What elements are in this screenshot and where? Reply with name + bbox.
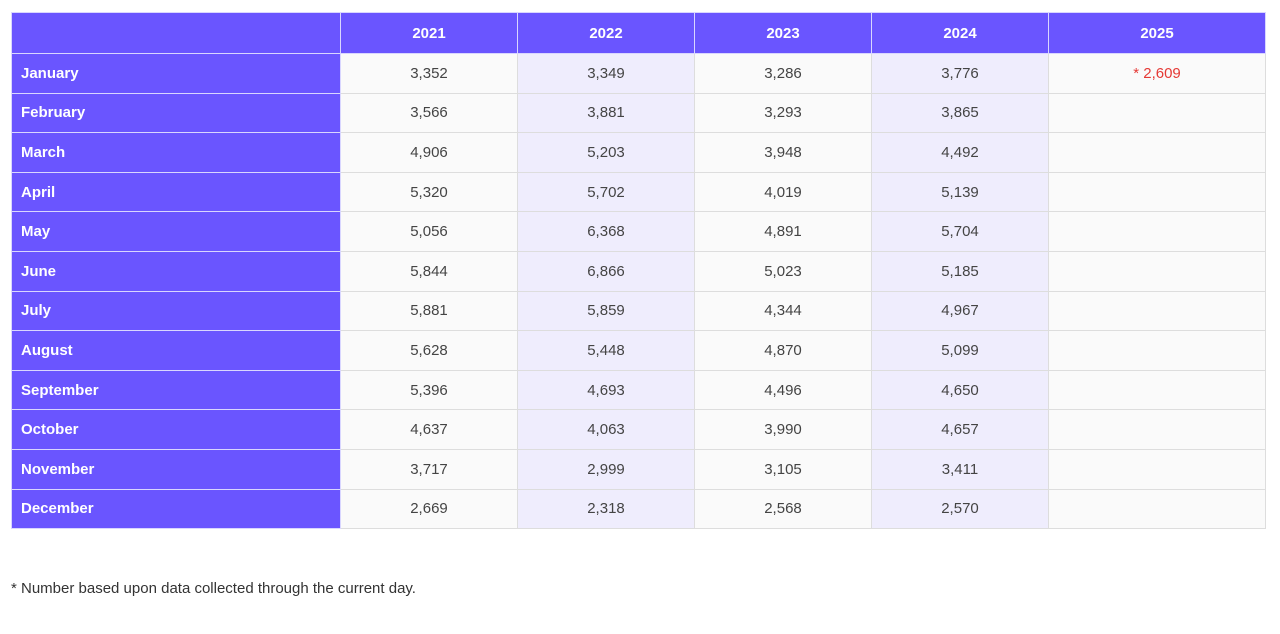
- header-year-2023: 2023: [694, 12, 872, 54]
- month-label: February: [11, 92, 341, 134]
- value-cell: 3,293: [694, 92, 872, 134]
- header-year-2022: 2022: [517, 12, 695, 54]
- value-cell: 3,105: [694, 448, 872, 490]
- value-cell: 5,056: [340, 211, 518, 252]
- value-cell: 5,099: [871, 330, 1049, 371]
- value-cell: 5,320: [340, 171, 518, 213]
- value-cell: 2,318: [517, 488, 695, 530]
- table-row: June 5,844 6,866 5,023 5,185: [11, 250, 1266, 292]
- value-cell: 5,448: [517, 330, 695, 371]
- value-cell: 3,865: [871, 92, 1049, 134]
- value-cell: 3,990: [694, 409, 872, 450]
- value-cell: 4,496: [694, 369, 872, 411]
- value-cell: 6,368: [517, 211, 695, 252]
- value-cell: 5,203: [517, 132, 695, 173]
- value-cell: 4,492: [871, 132, 1049, 173]
- value-cell: 2,669: [340, 488, 518, 530]
- value-cell: 4,019: [694, 171, 872, 213]
- table-row: September 5,396 4,693 4,496 4,650: [11, 369, 1266, 411]
- value-cell: 4,650: [871, 369, 1049, 411]
- value-cell: 6,866: [517, 250, 695, 292]
- table-row: March 4,906 5,203 3,948 4,492: [11, 132, 1266, 173]
- table-row: July 5,881 5,859 4,344 4,967: [11, 290, 1266, 332]
- value-cell: * 2,609: [1048, 53, 1266, 94]
- value-cell: [1048, 171, 1266, 213]
- value-cell: [1048, 330, 1266, 371]
- value-cell: 4,063: [517, 409, 695, 450]
- value-cell: 4,891: [694, 211, 872, 252]
- value-cell: 2,570: [871, 488, 1049, 530]
- month-label: January: [11, 53, 341, 94]
- month-label: August: [11, 330, 341, 371]
- value-cell: 5,844: [340, 250, 518, 292]
- value-cell: 5,396: [340, 369, 518, 411]
- value-cell: 4,693: [517, 369, 695, 411]
- value-cell: 5,704: [871, 211, 1049, 252]
- header-year-2021: 2021: [340, 12, 518, 54]
- value-cell: [1048, 92, 1266, 134]
- month-label: April: [11, 171, 341, 213]
- table-row: October 4,637 4,063 3,990 4,657: [11, 409, 1266, 450]
- value-cell: 5,859: [517, 290, 695, 332]
- table-row: April 5,320 5,702 4,019 5,139: [11, 171, 1266, 213]
- monthly-data-table-container: 2021 2022 2023 2024 2025 January 3,352 3,3…: [11, 12, 1266, 530]
- value-cell: 3,352: [340, 53, 518, 94]
- value-cell: 4,344: [694, 290, 872, 332]
- value-cell: [1048, 250, 1266, 292]
- value-cell: [1048, 290, 1266, 332]
- value-cell: 3,411: [871, 448, 1049, 490]
- month-label: October: [11, 409, 341, 450]
- value-cell: [1048, 488, 1266, 530]
- value-cell: 4,637: [340, 409, 518, 450]
- value-cell: 5,628: [340, 330, 518, 371]
- header-row: 2021 2022 2023 2024 2025: [11, 12, 1266, 54]
- table-row: January 3,352 3,349 3,286 3,776 * 2,609: [11, 53, 1266, 94]
- value-cell: 3,776: [871, 53, 1049, 94]
- value-cell: 2,568: [694, 488, 872, 530]
- value-cell: 3,286: [694, 53, 872, 94]
- value-cell: 5,702: [517, 171, 695, 213]
- header-corner-cell: [11, 12, 341, 54]
- value-cell: [1048, 211, 1266, 252]
- table-row: May 5,056 6,368 4,891 5,704: [11, 211, 1266, 252]
- value-cell: 3,566: [340, 92, 518, 134]
- value-cell: 3,349: [517, 53, 695, 94]
- table-body: January 3,352 3,349 3,286 3,776 * 2,609 Februa…: [11, 53, 1266, 530]
- header-year-2024: 2024: [871, 12, 1049, 54]
- month-label: March: [11, 132, 341, 173]
- value-cell: 5,139: [871, 171, 1049, 213]
- value-cell: 4,967: [871, 290, 1049, 332]
- value-cell: [1048, 409, 1266, 450]
- value-cell: 4,906: [340, 132, 518, 173]
- value-cell: [1048, 369, 1266, 411]
- month-label: July: [11, 290, 341, 332]
- footnote-text: * Number based upon data collected throu…: [11, 580, 416, 597]
- month-label: November: [11, 448, 341, 490]
- monthly-data-table: 2021 2022 2023 2024 2025 January 3,352 3,3…: [11, 12, 1266, 530]
- month-label: May: [11, 211, 341, 252]
- table-row: August 5,628 5,448 4,870 5,099: [11, 330, 1266, 371]
- value-cell: 5,185: [871, 250, 1049, 292]
- table-row: November 3,717 2,999 3,105 3,411: [11, 448, 1266, 490]
- table-row: December 2,669 2,318 2,568 2,570: [11, 488, 1266, 530]
- value-cell: 3,881: [517, 92, 695, 134]
- value-cell: 3,717: [340, 448, 518, 490]
- value-cell: [1048, 132, 1266, 173]
- table-header: 2021 2022 2023 2024 2025: [11, 12, 1266, 54]
- value-cell: 4,657: [871, 409, 1049, 450]
- value-cell: 3,948: [694, 132, 872, 173]
- value-cell: 2,999: [517, 448, 695, 490]
- table-row: February 3,566 3,881 3,293 3,865: [11, 92, 1266, 134]
- value-cell: 4,870: [694, 330, 872, 371]
- month-label: December: [11, 488, 341, 530]
- value-cell: 5,881: [340, 290, 518, 332]
- value-cell: [1048, 448, 1266, 490]
- month-label: September: [11, 369, 341, 411]
- month-label: June: [11, 250, 341, 292]
- header-year-2025: 2025: [1048, 12, 1266, 54]
- value-cell: 5,023: [694, 250, 872, 292]
